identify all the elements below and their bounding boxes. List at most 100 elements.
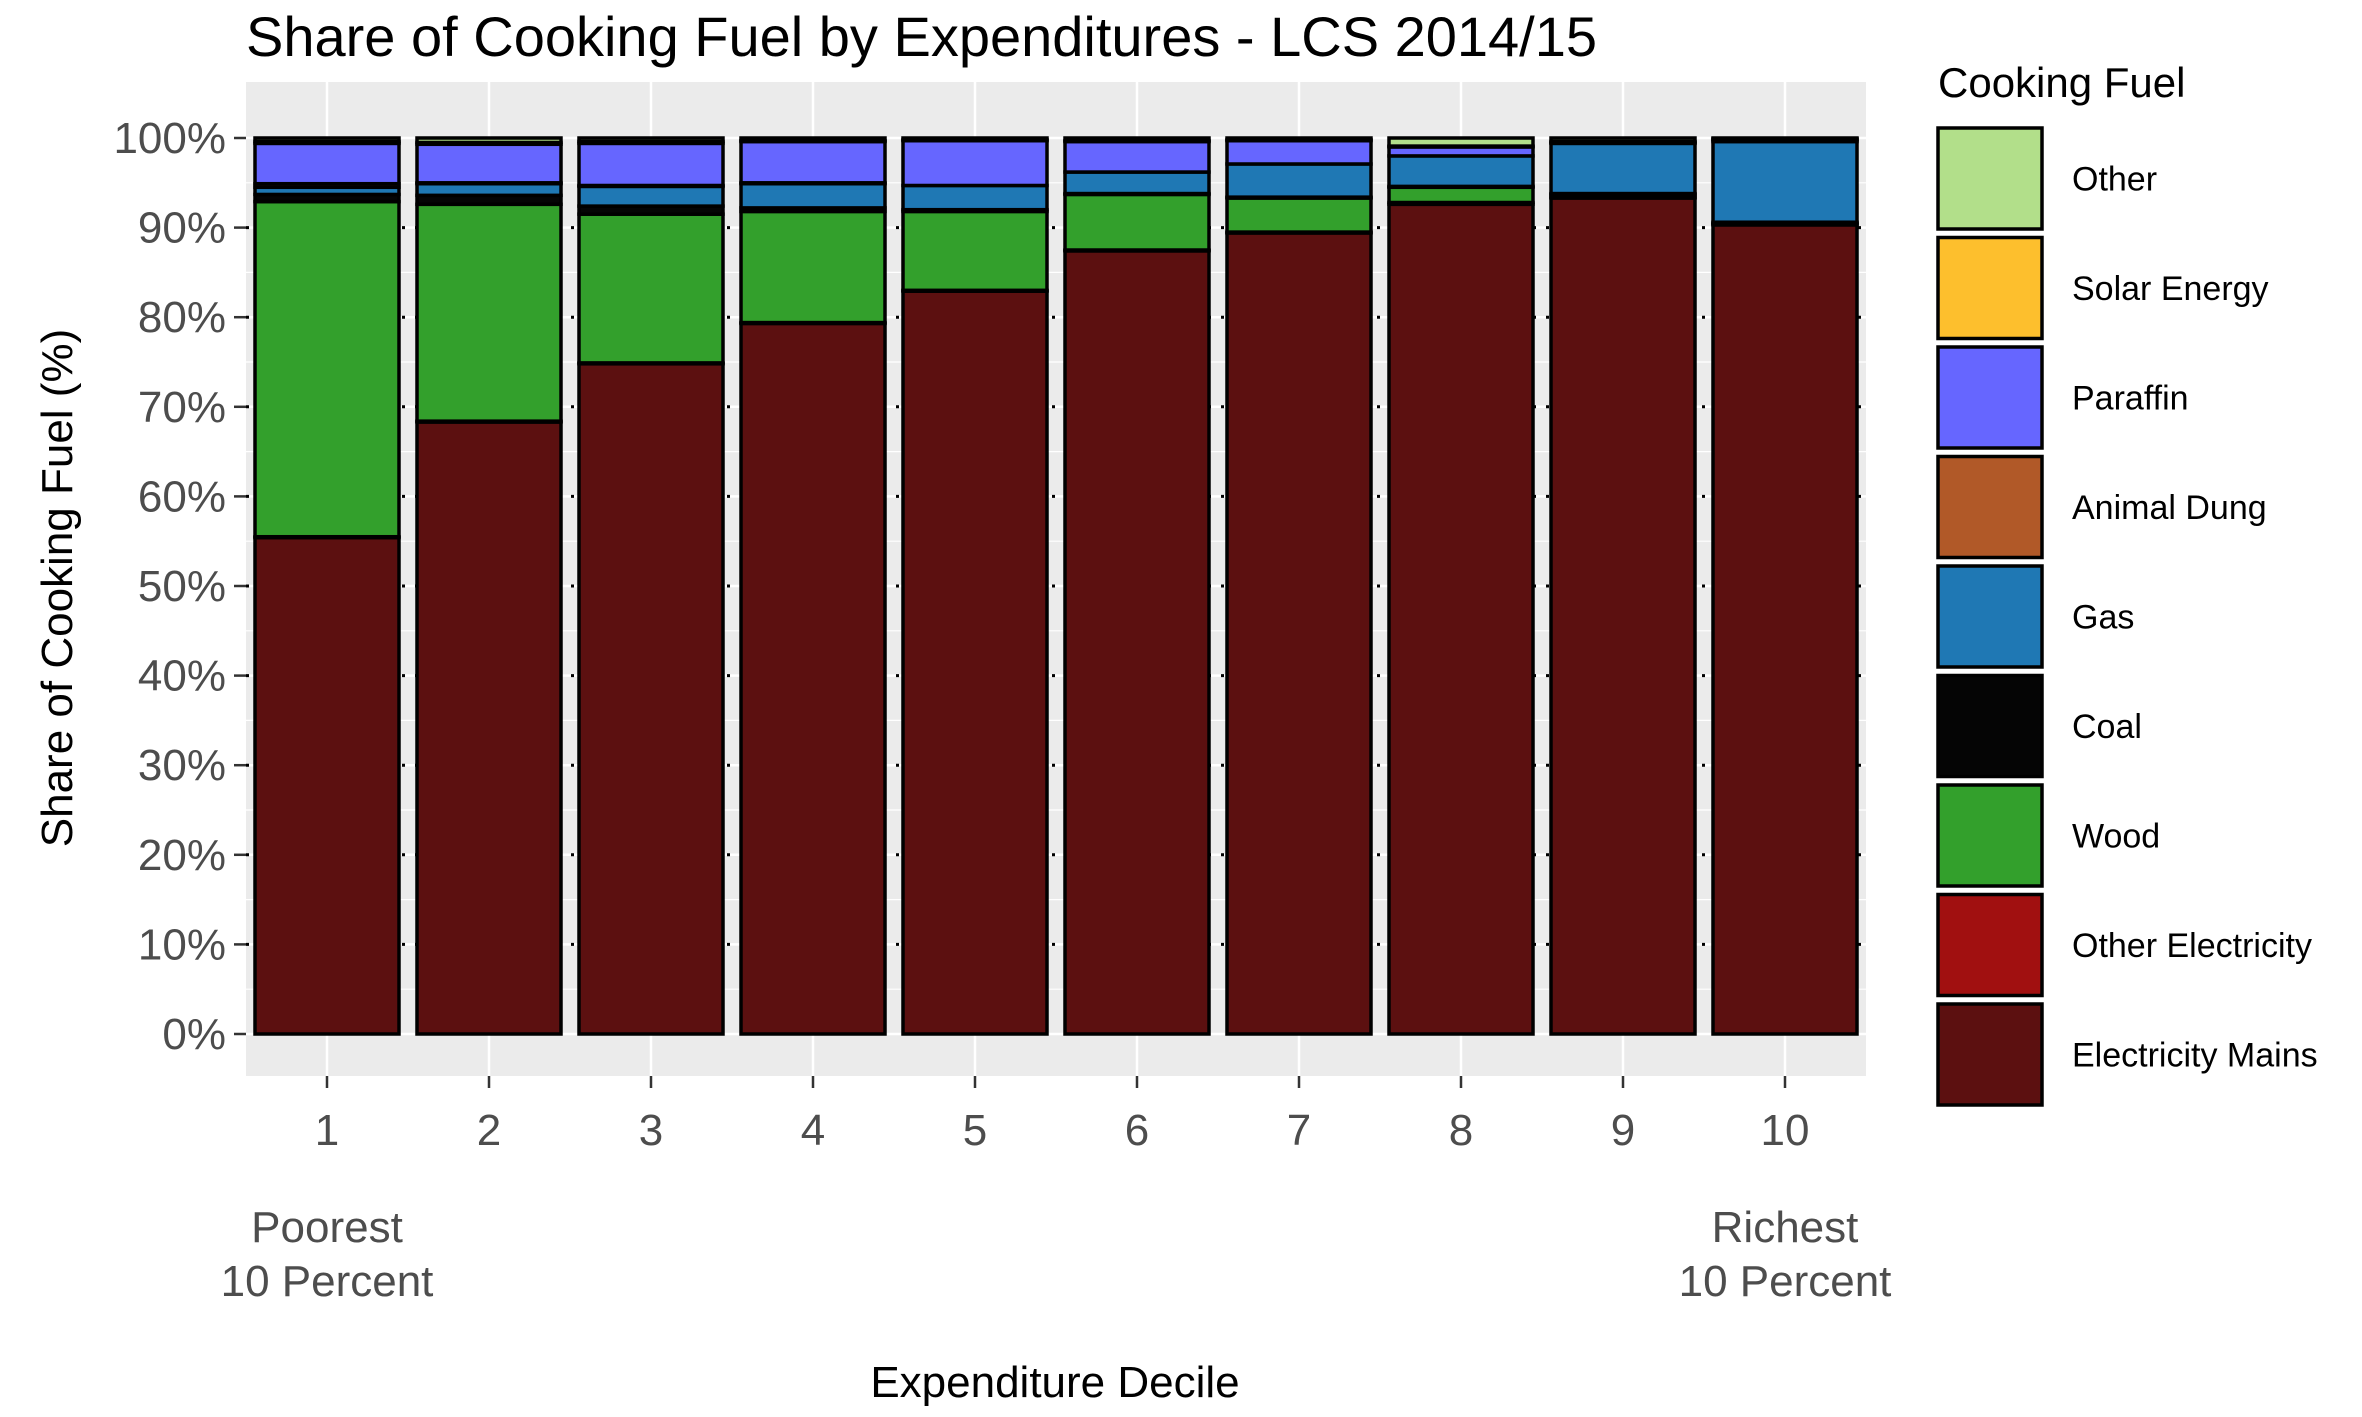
bar-group-1: [253, 136, 401, 1036]
bar-segment-wood: [1225, 196, 1373, 234]
bar-segment-paraffin: [415, 142, 563, 185]
y-axis-label: Share of Cooking Fuel (%): [33, 329, 82, 847]
legend-key-gas: [1936, 564, 2044, 669]
bar-segment-electricity-mains: [1711, 223, 1859, 1036]
x-tick-label: 6: [1125, 1106, 1149, 1155]
bar-group-8: [1387, 136, 1535, 1036]
bar-segment-electricity-mains: [1225, 231, 1373, 1036]
bar-segment-paraffin: [1225, 138, 1373, 166]
bar-group-9: [1549, 136, 1697, 1036]
bar-segment-other: [253, 136, 401, 144]
bar-group-4: [739, 136, 887, 1036]
bar-segment-other: [577, 136, 725, 144]
legend-label-electricity-mains: Electricity Mains: [2072, 1037, 2318, 1075]
y-tick-label: 70%: [138, 383, 226, 432]
x-axis: 1 2 3 4 5 6 7 8 9 10: [315, 1076, 1810, 1155]
x-tick-label: 10: [1761, 1106, 1810, 1155]
legend-key-other-electricity: [1936, 892, 2044, 998]
y-tick-label: 50%: [138, 562, 226, 611]
legend-key-wood: [1936, 783, 2044, 888]
bars: [253, 136, 1859, 1036]
bar-group-10: [1711, 136, 1859, 1036]
y-tick-label: 0%: [162, 1010, 226, 1059]
x-axis-label: Expenditure Decile: [870, 1358, 1239, 1407]
bar-segment-paraffin: [901, 138, 1049, 188]
legend-label-solar-energy: Solar Energy: [2072, 270, 2269, 308]
bar-segment-other: [1063, 136, 1211, 143]
bar-segment-other: [1549, 136, 1697, 144]
bar-segment-wood: [1387, 185, 1535, 205]
bar-segment-electricity-mains: [901, 289, 1049, 1036]
legend-label-other-electricity: Other Electricity: [2072, 927, 2312, 965]
bar-segment-other: [1711, 136, 1859, 141]
bar-segment-gas: [1063, 170, 1211, 196]
legend-title: Cooking Fuel: [1938, 59, 2185, 106]
x-note-line: Poorest: [251, 1203, 403, 1252]
legend-label-coal: Coal: [2072, 708, 2142, 746]
bar-segment-wood: [901, 209, 1049, 293]
legend-label-animal-dung: Animal Dung: [2072, 489, 2267, 527]
bar-segment-gas: [1225, 162, 1373, 199]
legend-key-other: [1936, 126, 2044, 231]
x-tick-label: 2: [477, 1106, 501, 1155]
bar-segment-electricity-mains: [739, 321, 887, 1036]
y-tick-label: 40%: [138, 652, 226, 701]
bar-segment-electricity-mains: [253, 535, 401, 1036]
x-tick-label: 3: [639, 1106, 663, 1155]
x-tick-label: 8: [1449, 1106, 1473, 1155]
legend-label-paraffin: Paraffin: [2072, 380, 2189, 418]
legend-key-coal: [1936, 673, 2044, 779]
bar-group-7: [1225, 136, 1373, 1036]
y-tick-label: 60%: [138, 472, 226, 521]
legend-key-electricity-mains: [1936, 1002, 2044, 1107]
legend-label-other: Other: [2072, 161, 2157, 199]
bar-segment-other: [901, 136, 1049, 142]
legend-label-wood: Wood: [2072, 818, 2160, 856]
bar-segment-electricity-mains: [1549, 196, 1697, 1036]
bar-group-2: [415, 136, 563, 1036]
x-tick-label: 5: [963, 1106, 987, 1155]
bar-segment-electricity-mains: [1387, 202, 1535, 1036]
x-note-line: 10 Percent: [1679, 1257, 1892, 1306]
bar-segment-electricity-mains: [577, 362, 725, 1036]
x-tick-label: 7: [1287, 1106, 1311, 1155]
x-note-line: 10 Percent: [221, 1257, 434, 1306]
legend: Cooking Fuel Other Solar Energy Paraffin An…: [1936, 59, 2318, 1107]
bar-segment-gas: [1549, 141, 1697, 196]
bar-segment-other: [739, 136, 887, 143]
legend-key-solar-energy: [1936, 235, 2044, 341]
bar-segment-paraffin: [1063, 139, 1211, 174]
legend-key-animal-dung: [1936, 454, 2044, 560]
y-tick-label: 20%: [138, 831, 226, 880]
bar-segment-gas: [1711, 139, 1859, 224]
bar-segment-electricity-mains: [1063, 249, 1211, 1036]
y-tick-label: 90%: [138, 204, 226, 253]
x-tick-label: 4: [801, 1106, 825, 1155]
legend-key-paraffin: [1936, 345, 2044, 450]
y-axis: 0% 10% 20% 30% 40% 50% 60% 70% 80% 90% 100%: [113, 114, 246, 1059]
bar-group-3: [577, 136, 725, 1036]
bar-group-5: [901, 136, 1049, 1036]
x-axis-notes: Poorest 10 Percent Richest 10 Percent: [221, 1203, 1892, 1306]
bar-segment-wood: [1063, 192, 1211, 252]
y-tick-label: 100%: [113, 114, 226, 163]
bar-segment-wood: [739, 209, 887, 325]
bar-segment-wood: [577, 212, 725, 365]
legend-label-gas: Gas: [2072, 599, 2134, 637]
y-tick-label: 80%: [138, 293, 226, 342]
bar-group-6: [1063, 136, 1211, 1036]
y-tick-label: 30%: [138, 741, 226, 790]
chart-title: Share of Cooking Fuel by Expenditures - …: [246, 5, 1597, 68]
x-tick-label: 9: [1611, 1106, 1635, 1155]
y-tick-label: 10%: [138, 920, 226, 969]
bar-segment-gas: [901, 183, 1049, 212]
x-tick-label: 1: [315, 1106, 339, 1155]
bar-segment-electricity-mains: [415, 420, 563, 1036]
bar-segment-gas: [739, 181, 887, 210]
bar-segment-other: [1387, 136, 1535, 148]
bar-segment-gas: [577, 184, 725, 208]
bar-segment-paraffin: [739, 139, 887, 185]
bar-segment-wood: [415, 202, 563, 423]
bar-segment-paraffin: [577, 141, 725, 188]
